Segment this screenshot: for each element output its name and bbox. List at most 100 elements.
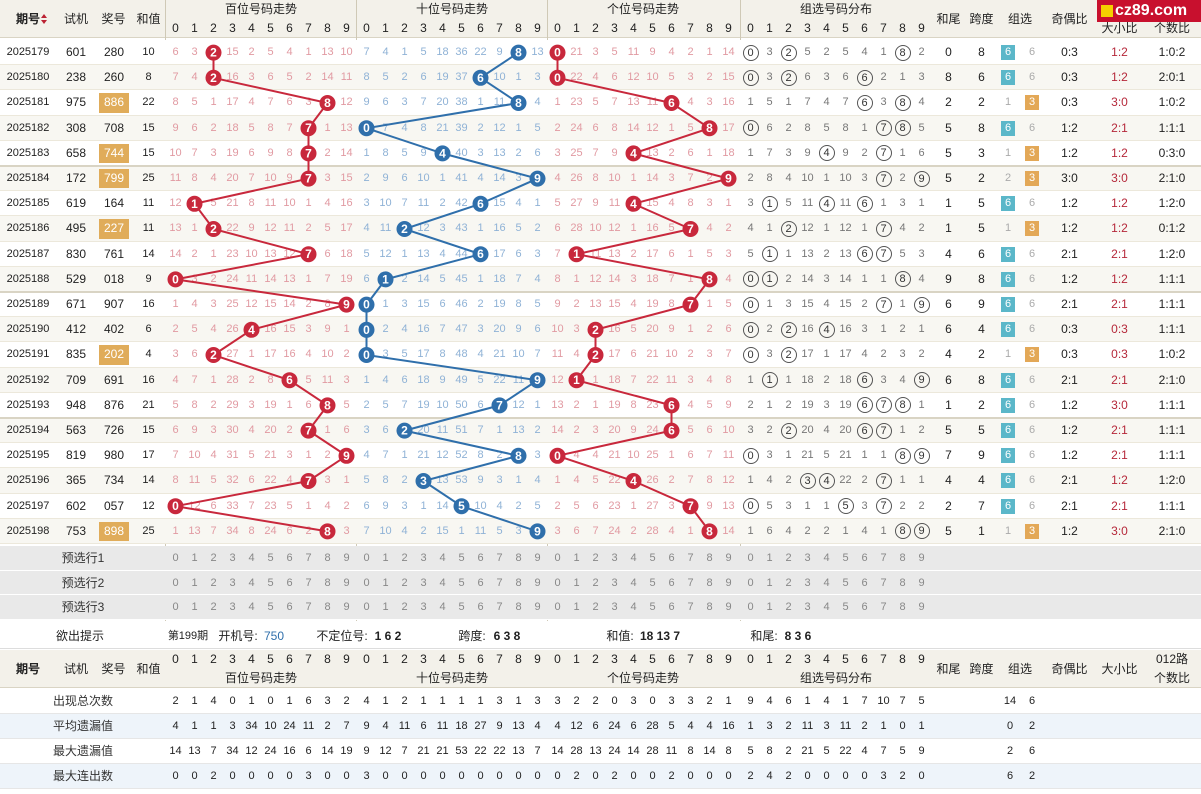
preselect-digit[interactable]: 3 bbox=[804, 552, 811, 564]
preselect-digit[interactable]: 2 bbox=[785, 601, 792, 613]
period-header[interactable]: 期号 bbox=[15, 12, 40, 26]
preselect-digit[interactable]: 9 bbox=[918, 601, 925, 613]
preselect-digit[interactable]: 2 bbox=[592, 601, 599, 613]
preselect-digit[interactable]: 8 bbox=[324, 601, 331, 613]
preselect-digit[interactable]: 6 bbox=[477, 601, 484, 613]
preselect-digit[interactable]: 7 bbox=[880, 601, 887, 613]
preselect-digit[interactable]: 2 bbox=[210, 576, 217, 589]
preselect-digit[interactable]: 8 bbox=[515, 576, 522, 589]
preselect-digit[interactable]: 7 bbox=[496, 576, 503, 589]
preselect-digit[interactable]: 3 bbox=[611, 601, 618, 613]
preselect-digit[interactable]: 2 bbox=[785, 576, 792, 589]
preselect-digit[interactable]: 0 bbox=[172, 552, 179, 564]
preselect-digit[interactable]: 5 bbox=[267, 552, 274, 564]
preselect-digit[interactable]: 4 bbox=[439, 601, 446, 613]
preselect-digit[interactable]: 0 bbox=[554, 552, 561, 564]
preselect-digit[interactable]: 3 bbox=[229, 601, 236, 613]
preselect-digit[interactable]: 3 bbox=[229, 576, 236, 589]
preselect-digit[interactable]: 1 bbox=[382, 601, 389, 613]
preselect-digit[interactable]: 6 bbox=[286, 601, 293, 613]
preselect-digit[interactable]: 5 bbox=[267, 576, 274, 589]
preselect-digit[interactable]: 5 bbox=[842, 552, 849, 564]
preselect-digit[interactable]: 2 bbox=[210, 552, 217, 564]
preselect-digit[interactable]: 4 bbox=[630, 601, 637, 613]
preselect-digit[interactable]: 4 bbox=[439, 552, 446, 564]
preselect-digit[interactable]: 8 bbox=[899, 576, 906, 589]
preselect-digit[interactable]: 1 bbox=[573, 601, 580, 613]
preselect-digit[interactable]: 3 bbox=[420, 576, 427, 589]
preselect-digit[interactable]: 4 bbox=[248, 552, 255, 564]
preselect-digit[interactable]: 9 bbox=[343, 601, 350, 613]
preselect-digit[interactable]: 5 bbox=[458, 552, 465, 564]
preselect-digit[interactable]: 1 bbox=[573, 552, 580, 564]
preselect-digit[interactable]: 8 bbox=[706, 552, 713, 564]
preselect-digit[interactable]: 9 bbox=[343, 576, 350, 589]
preselect-digit[interactable]: 9 bbox=[918, 576, 925, 589]
preselect-digit[interactable]: 2 bbox=[401, 552, 408, 564]
preselect-digit[interactable]: 6 bbox=[477, 576, 484, 589]
preselect-digit[interactable]: 2 bbox=[401, 576, 408, 589]
preselect-digit[interactable]: 5 bbox=[649, 601, 656, 613]
preselect-digit[interactable]: 3 bbox=[804, 576, 811, 589]
preselect-digit[interactable]: 4 bbox=[823, 601, 830, 613]
preselect-digit[interactable]: 0 bbox=[747, 576, 754, 589]
preselect-digit[interactable]: 5 bbox=[458, 601, 465, 613]
preselect-digit[interactable]: 1 bbox=[191, 552, 198, 564]
preselect-digit[interactable]: 7 bbox=[880, 576, 887, 589]
preselect-digit[interactable]: 0 bbox=[172, 601, 179, 613]
preselect-digit[interactable]: 9 bbox=[918, 552, 925, 564]
preselect-digit[interactable]: 6 bbox=[668, 576, 675, 589]
preselect-digit[interactable]: 3 bbox=[804, 601, 811, 613]
preselect-digit[interactable]: 8 bbox=[899, 601, 906, 613]
preselect-digit[interactable]: 8 bbox=[706, 576, 713, 589]
preselect-digit[interactable]: 0 bbox=[747, 601, 754, 613]
preselect-digit[interactable]: 5 bbox=[458, 576, 465, 589]
preselect-digit[interactable]: 4 bbox=[823, 552, 830, 564]
preselect-digit[interactable]: 4 bbox=[248, 601, 255, 613]
preselect-digit[interactable]: 2 bbox=[210, 601, 217, 613]
preselect-digit[interactable]: 5 bbox=[649, 552, 656, 564]
preselect-digit[interactable]: 1 bbox=[573, 576, 580, 589]
preselect-digit[interactable]: 9 bbox=[534, 552, 541, 564]
preselect-digit[interactable]: 2 bbox=[401, 601, 408, 613]
preselect-digit[interactable]: 8 bbox=[899, 552, 906, 564]
preselect-digit[interactable]: 8 bbox=[515, 601, 522, 613]
preselect-digit[interactable]: 7 bbox=[687, 576, 694, 589]
preselect-digit[interactable]: 8 bbox=[515, 552, 522, 564]
preselect-digit[interactable]: 1 bbox=[191, 576, 198, 589]
preselect-digit[interactable]: 3 bbox=[420, 552, 427, 564]
preselect-digit[interactable]: 1 bbox=[382, 576, 389, 589]
preselect-digit[interactable]: 9 bbox=[725, 601, 732, 613]
preselect-digit[interactable]: 0 bbox=[363, 576, 370, 589]
preselect-digit[interactable]: 0 bbox=[172, 576, 179, 589]
preselect-digit[interactable]: 3 bbox=[229, 552, 236, 564]
preselect-digit[interactable]: 6 bbox=[477, 552, 484, 564]
preselect-digit[interactable]: 8 bbox=[324, 576, 331, 589]
preselect-digit[interactable]: 0 bbox=[747, 552, 754, 564]
preselect-digit[interactable]: 1 bbox=[766, 552, 773, 564]
preselect-digit[interactable]: 0 bbox=[363, 601, 370, 613]
preselect-digit[interactable]: 7 bbox=[496, 552, 503, 564]
preselect-digit[interactable]: 3 bbox=[611, 576, 618, 589]
preselect-digit[interactable]: 6 bbox=[861, 576, 868, 589]
preselect-digit[interactable]: 0 bbox=[363, 552, 370, 564]
preselect-digit[interactable]: 1 bbox=[382, 552, 389, 564]
preselect-digit[interactable]: 6 bbox=[286, 552, 293, 564]
site-logo[interactable]: cz89.com bbox=[1097, 0, 1201, 22]
preselect-digit[interactable]: 3 bbox=[611, 552, 618, 564]
preselect-digit[interactable]: 8 bbox=[324, 552, 331, 564]
preselect-digit[interactable]: 6 bbox=[286, 576, 293, 589]
preselect-digit[interactable]: 3 bbox=[420, 601, 427, 613]
preselect-digit[interactable]: 2 bbox=[785, 552, 792, 564]
preselect-digit[interactable]: 5 bbox=[267, 601, 274, 613]
preselect-digit[interactable]: 9 bbox=[725, 576, 732, 589]
preselect-digit[interactable]: 4 bbox=[630, 576, 637, 589]
preselect-digit[interactable]: 7 bbox=[880, 552, 887, 564]
preselect-digit[interactable]: 4 bbox=[439, 576, 446, 589]
sort-arrows-icon[interactable] bbox=[41, 14, 47, 18]
preselect-digit[interactable]: 9 bbox=[343, 552, 350, 564]
preselect-digit[interactable]: 4 bbox=[630, 552, 637, 564]
sort-arrows-icon[interactable] bbox=[41, 20, 47, 24]
preselect-digit[interactable]: 1 bbox=[766, 601, 773, 613]
preselect-digit[interactable]: 5 bbox=[842, 576, 849, 589]
